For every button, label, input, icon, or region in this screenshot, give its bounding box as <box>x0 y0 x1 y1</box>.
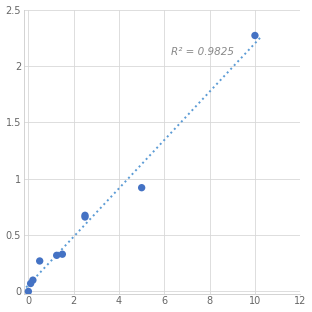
Point <box>28 281 33 286</box>
Point <box>60 252 65 257</box>
Point <box>82 215 87 220</box>
Text: R² = 0.9825: R² = 0.9825 <box>171 47 234 57</box>
Point <box>54 253 59 258</box>
Point <box>139 185 144 190</box>
Point <box>30 278 35 283</box>
Point <box>82 213 87 218</box>
Point <box>37 258 42 263</box>
Point <box>26 289 31 294</box>
Point <box>252 33 257 38</box>
